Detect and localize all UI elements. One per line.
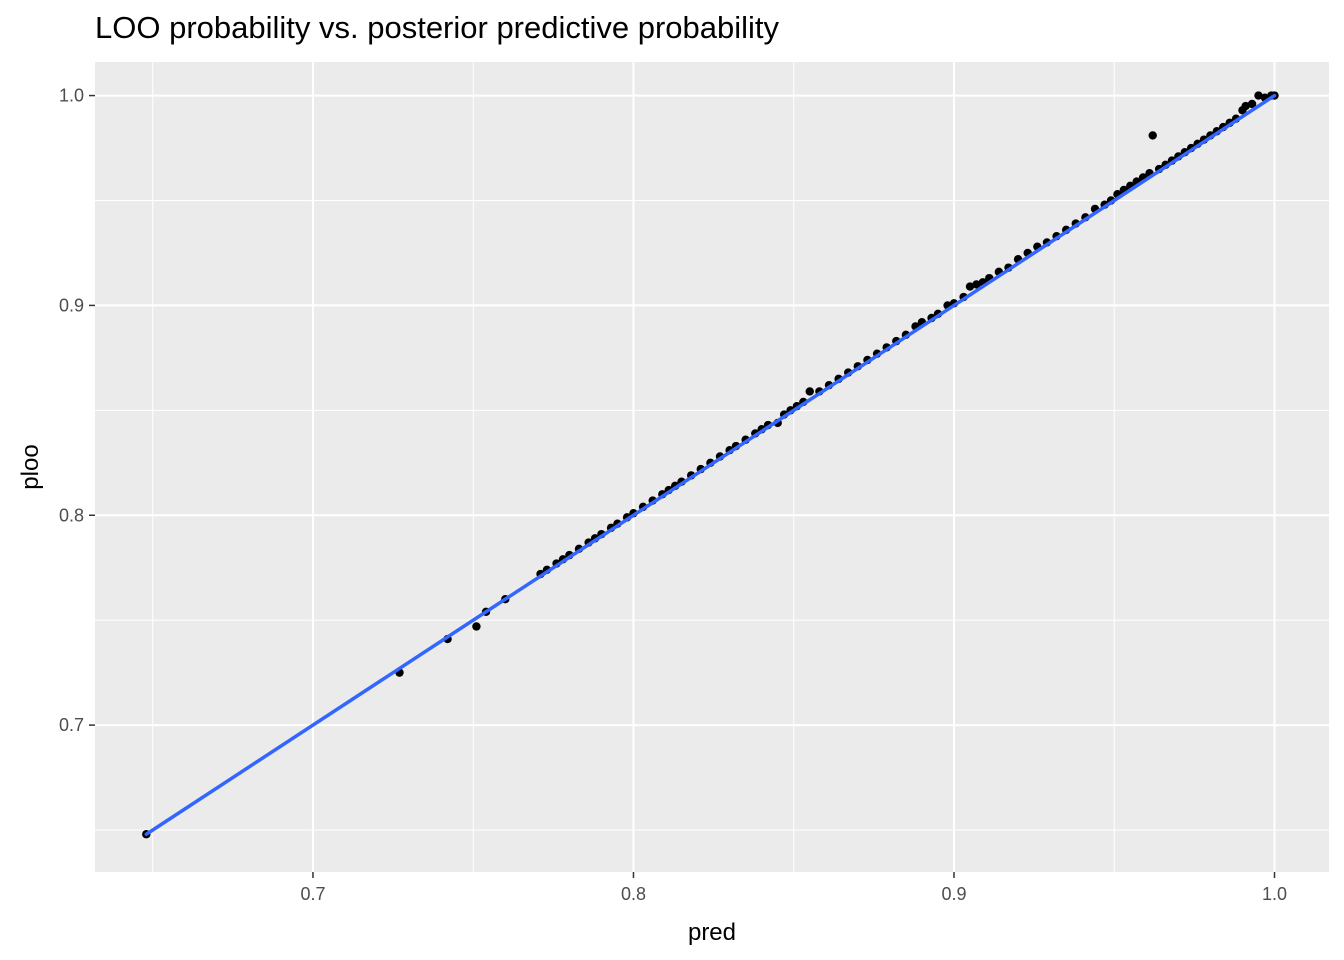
data-point <box>1241 101 1250 111</box>
gridlines <box>95 62 1329 872</box>
y-tick-label: 0.8 <box>59 505 84 525</box>
data-point <box>1254 91 1263 100</box>
y-tick-label: 0.9 <box>59 295 84 315</box>
data-point <box>472 622 481 631</box>
data-point <box>965 282 975 291</box>
x-tick-label: 0.8 <box>621 884 646 904</box>
data-point <box>805 387 814 396</box>
x-axis-title: pred <box>688 919 736 946</box>
data-point <box>1247 99 1257 109</box>
x-tick-label: 1.0 <box>1262 884 1287 904</box>
axis-ticks: 0.7 0.8 0.9 1.0 0.7 0.8 0.9 1.0 <box>59 86 1287 904</box>
chart-title: LOO probability vs. posterior predictive… <box>95 10 780 45</box>
plot-panel <box>95 62 1329 872</box>
y-axis-title: ploo <box>17 444 44 489</box>
x-tick-label: 0.9 <box>941 884 966 904</box>
y-tick-label: 0.7 <box>59 715 84 735</box>
data-point <box>1148 131 1157 140</box>
y-tick-label: 1.0 <box>59 86 84 106</box>
data-point <box>972 280 981 289</box>
fit-line <box>144 93 1277 836</box>
x-tick-label: 0.7 <box>300 884 325 904</box>
fit-line-layer <box>144 93 1277 836</box>
